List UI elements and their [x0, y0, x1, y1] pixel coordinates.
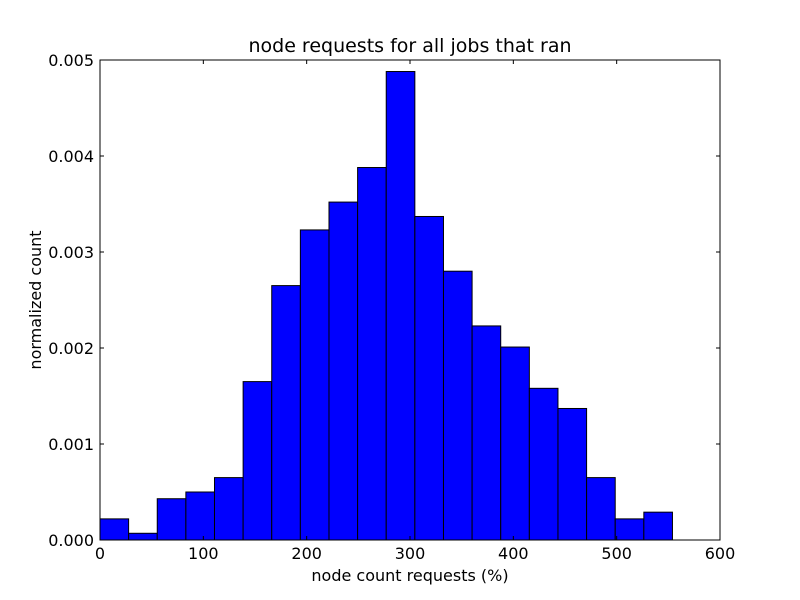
histogram-bar — [500, 346, 530, 541]
y-tick-label: 0.000 — [48, 531, 94, 550]
y-axis-ticks: 0.000 0.001 0.002 0.003 0.004 0.005 — [48, 51, 720, 550]
histogram-bar — [614, 518, 645, 541]
x-tick-label: 600 — [705, 544, 736, 563]
histogram-bar — [128, 532, 158, 541]
histogram-bar — [271, 285, 301, 541]
x-axis-label: node count requests (%) — [311, 566, 508, 585]
histogram-bar — [99, 518, 130, 541]
chart-title: node requests for all jobs that ran — [248, 35, 571, 57]
histogram-bar — [557, 407, 588, 541]
x-tick-label: 300 — [395, 544, 426, 563]
x-tick-label: 100 — [188, 544, 219, 563]
histogram-bar — [643, 511, 673, 541]
histogram-bar — [299, 229, 330, 541]
histogram-bar — [414, 215, 444, 541]
histogram-bar — [357, 167, 387, 541]
bars-group — [99, 71, 673, 541]
histogram-bar — [471, 325, 502, 541]
histogram-bar — [328, 201, 359, 541]
histogram-bar — [213, 477, 244, 541]
histogram-bar — [442, 270, 473, 541]
y-tick-label: 0.005 — [48, 51, 94, 70]
y-axis-label: normalized count — [26, 230, 45, 369]
x-tick-label: 500 — [601, 544, 632, 563]
histogram-bar — [242, 381, 273, 541]
x-tick-label: 400 — [498, 544, 529, 563]
y-tick-label: 0.002 — [48, 339, 94, 358]
histogram-bar — [156, 498, 187, 541]
histogram-bar — [185, 491, 215, 541]
x-tick-label: 0 — [95, 544, 105, 563]
x-axis-ticks: 0 100 200 300 400 500 600 — [95, 60, 735, 563]
y-tick-label: 0.001 — [48, 435, 94, 454]
histogram-bar — [385, 71, 416, 541]
y-tick-label: 0.004 — [48, 147, 94, 166]
x-tick-label: 200 — [291, 544, 322, 563]
histogram-bar — [528, 387, 559, 541]
histogram-bar — [586, 477, 616, 541]
y-tick-label: 0.003 — [48, 243, 94, 262]
